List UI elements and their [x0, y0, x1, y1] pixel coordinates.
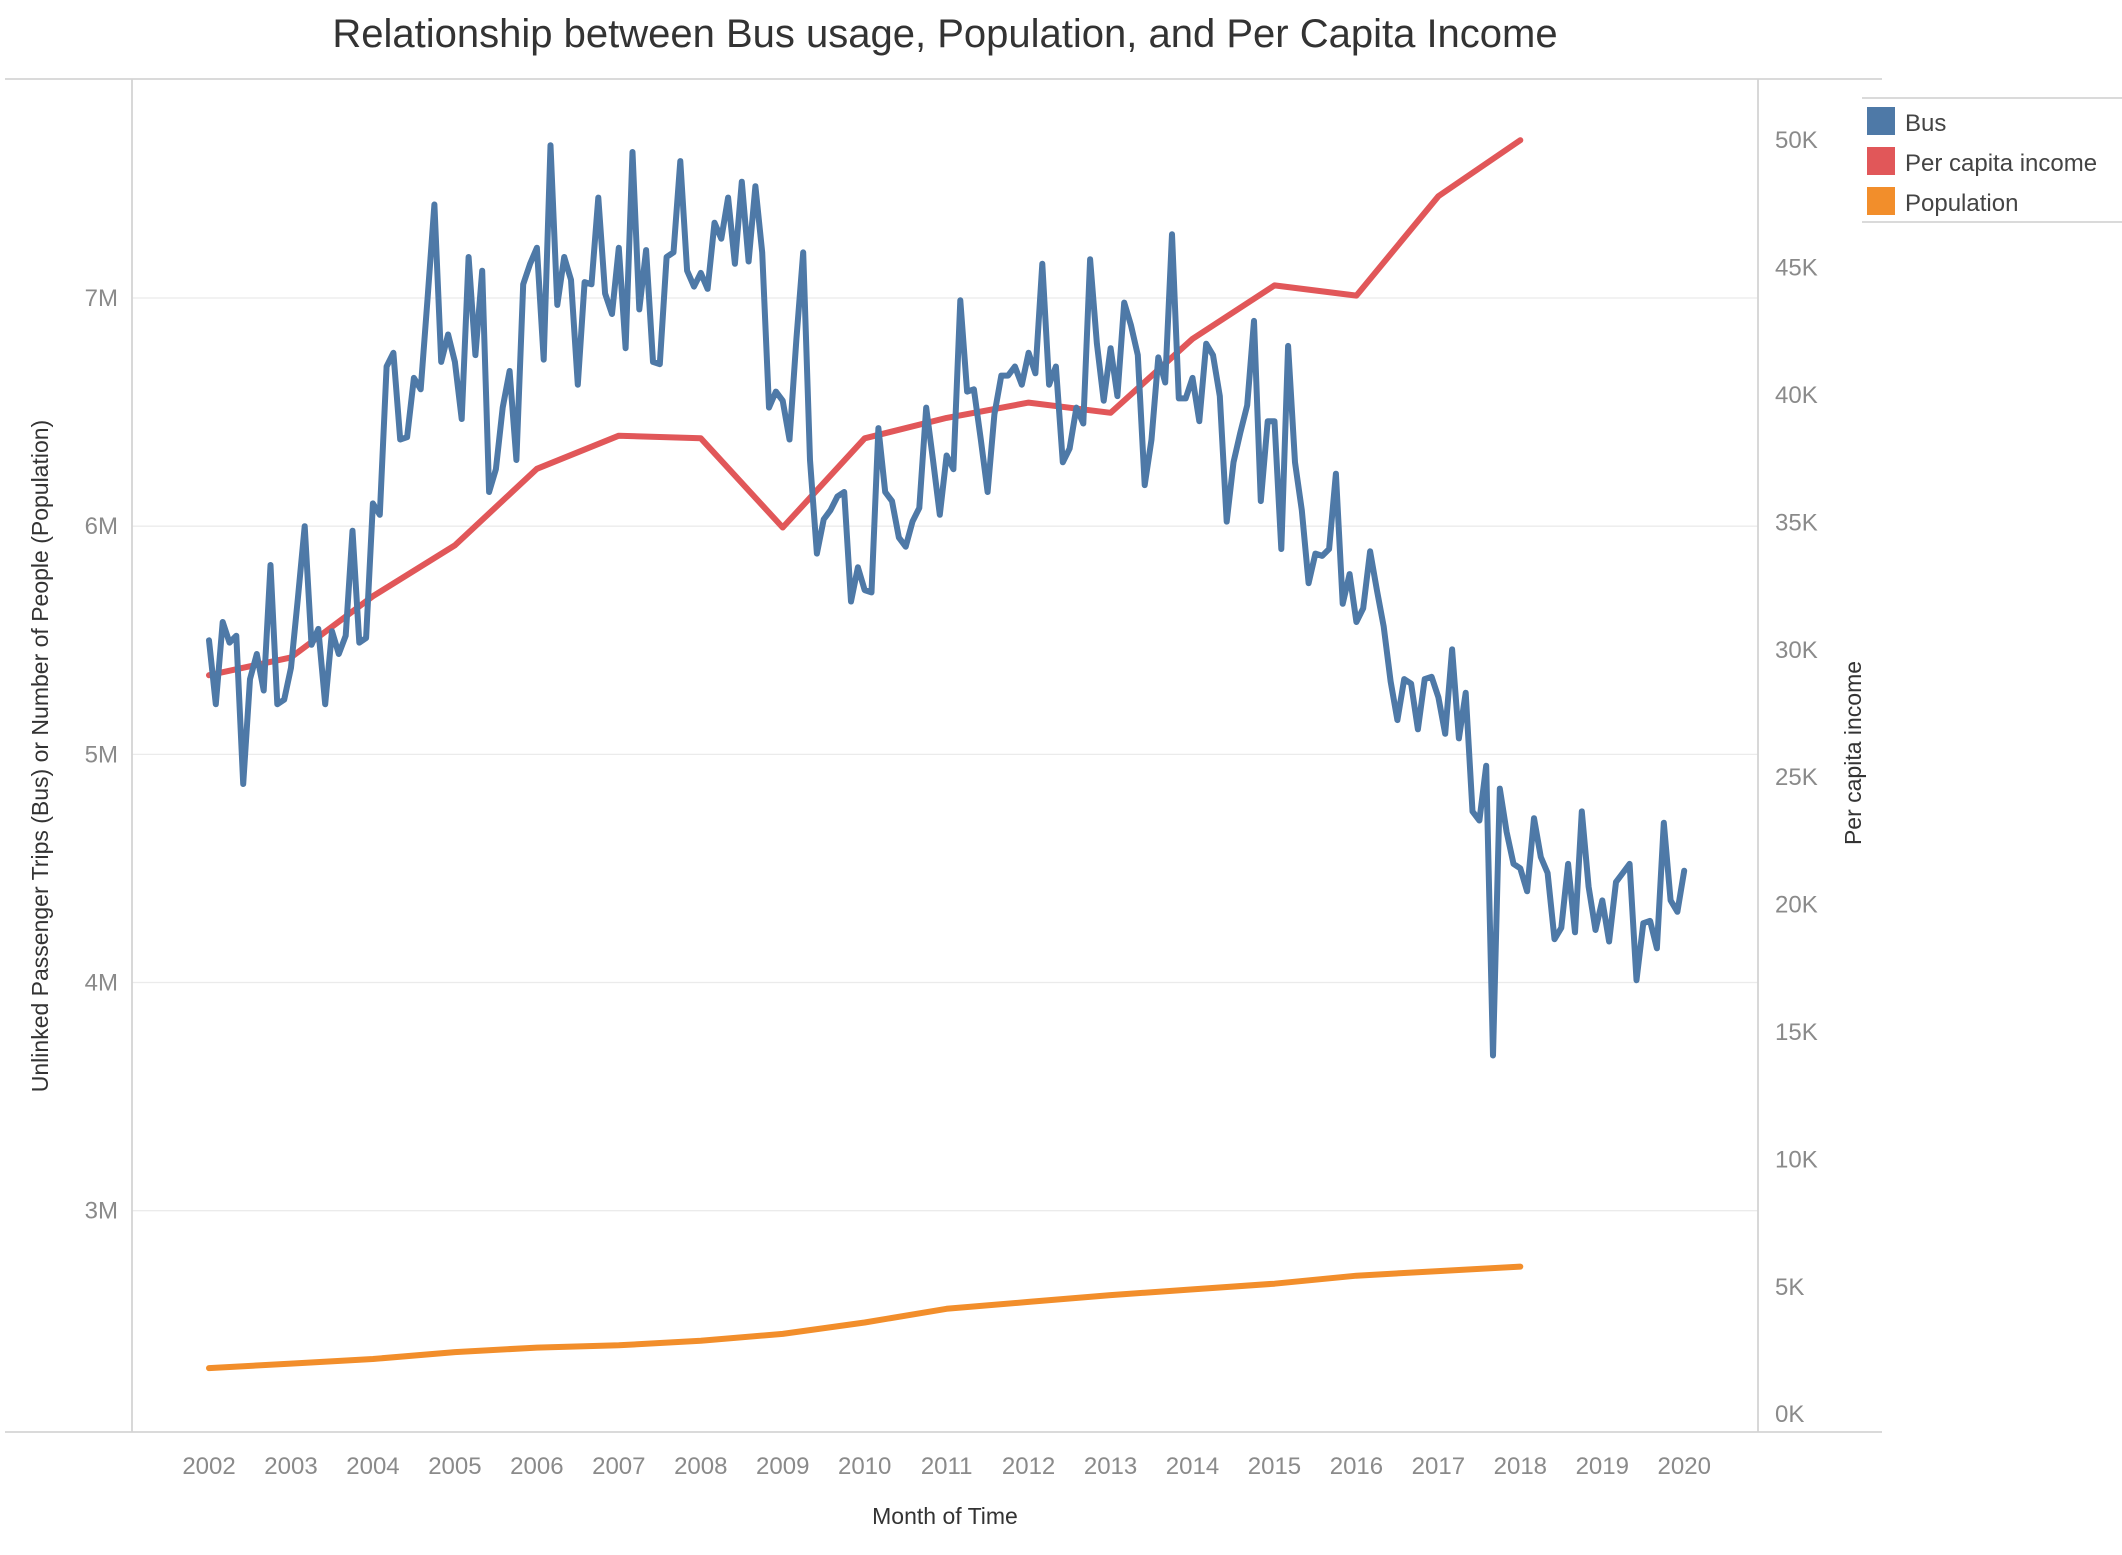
x-tick-label: 2018 — [1494, 1453, 1547, 1480]
x-tick-label: 2009 — [756, 1453, 809, 1480]
x-tick-label: 2005 — [428, 1453, 481, 1480]
x-tick-label: 2016 — [1330, 1453, 1383, 1480]
x-tick-label: 2002 — [182, 1453, 235, 1480]
y-tick-label-right: 20K — [1775, 892, 1818, 919]
y-tick-label-left: 3M — [85, 1198, 118, 1225]
y-axis-title-left: Unlinked Passenger Trips (Bus) or Number… — [27, 420, 53, 1092]
x-tick-label: 2004 — [346, 1453, 399, 1480]
series-line-per-capita-income — [206, 137, 1524, 679]
y-tick-label-left: 4M — [85, 970, 118, 997]
y-tick-label-left: 6M — [85, 513, 118, 540]
series-lines — [206, 137, 1688, 1372]
y-tick-label-right: 40K — [1775, 382, 1818, 409]
legend-swatch-bus — [1867, 107, 1895, 135]
y-tick-label-right: 45K — [1775, 255, 1818, 282]
x-tick-label: 2003 — [264, 1453, 317, 1480]
y-tick-label-right: 25K — [1775, 764, 1818, 791]
series-line-bus — [206, 142, 1688, 1059]
y-tick-label-right: 5K — [1775, 1274, 1804, 1301]
right-axis-ticks: 0K 5K 10K 15K 20K 25K 30K 35K 40K 45K 50K — [1775, 127, 1818, 1428]
y-tick-label-left: 7M — [85, 285, 118, 312]
x-tick-label: 2006 — [510, 1453, 563, 1480]
left-axis-ticks: 3M 4M 5M 6M 7M — [85, 285, 118, 1225]
x-tick-label: 2019 — [1576, 1453, 1629, 1480]
x-tick-label: 2014 — [1166, 1453, 1219, 1480]
legend-label-per-capita-income: Per capita income — [1905, 150, 2097, 177]
x-tick-label: 2015 — [1248, 1453, 1301, 1480]
x-tick-label: 2011 — [921, 1453, 973, 1480]
x-tick-label: 2013 — [1084, 1453, 1137, 1480]
legend-swatch-per-capita-income — [1867, 147, 1895, 175]
x-tick-label: 2007 — [592, 1453, 645, 1480]
legend-label-bus: Bus — [1905, 110, 1946, 137]
x-tick-label: 2017 — [1412, 1453, 1465, 1480]
legend: Bus Per capita income Population — [1862, 97, 2122, 223]
y-tick-label-right: 30K — [1775, 637, 1818, 664]
y-tick-label-right: 15K — [1775, 1019, 1818, 1046]
y-tick-label-right: 10K — [1775, 1146, 1818, 1173]
x-tick-label: 2020 — [1658, 1453, 1711, 1480]
x-axis-title: Month of Time — [872, 1503, 1018, 1529]
legend-label-population: Population — [1905, 190, 2018, 217]
legend-swatch-population — [1867, 187, 1895, 215]
y-axis-title-right: Per capita income — [1840, 661, 1866, 845]
y-tick-label-right: 35K — [1775, 509, 1818, 536]
x-axis-ticks: 2002 2003 2004 2005 2006 2007 2008 2009 2010 2011… — [182, 1453, 1711, 1480]
chart-title: Relationship between Bus usage, Populati… — [332, 12, 1557, 56]
gridlines — [132, 297, 1758, 1212]
x-tick-label: 2010 — [838, 1453, 891, 1480]
y-tick-label-right: 0K — [1775, 1401, 1804, 1428]
y-tick-label-left: 5M — [85, 741, 118, 768]
series-line-population — [206, 1263, 1524, 1372]
x-tick-label: 2012 — [1002, 1453, 1055, 1480]
y-tick-label-right: 50K — [1775, 127, 1818, 154]
x-tick-label: 2008 — [674, 1453, 727, 1480]
